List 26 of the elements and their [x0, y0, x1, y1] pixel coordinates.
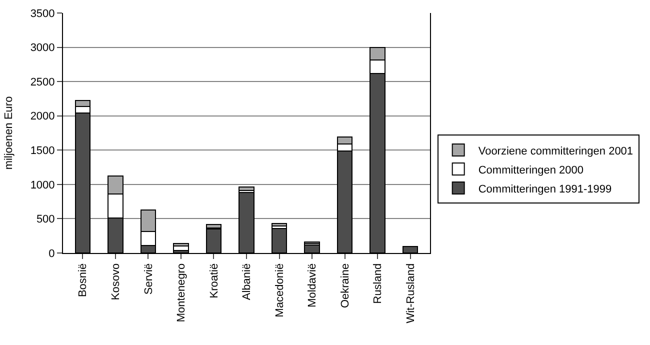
x-tick-label: Wit-Rusland	[404, 263, 417, 324]
x-tick-label: Bosnië	[77, 263, 90, 298]
x-tick-label: Kosovo	[110, 263, 122, 300]
y-tick-label: 0	[48, 248, 55, 260]
legend-label: Committeringen 2000	[478, 164, 584, 176]
x-tick-label: Oekraine	[339, 263, 352, 308]
bar	[173, 242, 189, 247]
y-tick-label: 2000	[30, 110, 55, 123]
x-tick-label: Servië	[142, 263, 155, 295]
x-tick-label: Moldavië	[306, 263, 319, 308]
y-tick-label: 3500	[30, 8, 55, 20]
y-axis-title: miljoenen Euro	[2, 96, 15, 170]
y-tick-label: 2500	[30, 76, 55, 88]
x-tick-label: Kroatië	[208, 263, 220, 298]
legend-label: Voorziene committeringen 2001	[478, 145, 634, 158]
x-tick-label: Rusland	[372, 263, 384, 304]
bar	[238, 186, 254, 191]
y-tick-label: 1000	[30, 179, 55, 192]
y-tick-label: 1500	[30, 144, 55, 157]
x-tick-label: Macedonië	[274, 263, 286, 318]
x-tick-label: Montenegro	[176, 263, 188, 322]
bar	[271, 223, 288, 226]
legend-label: Committeringen 1991-1999	[478, 183, 612, 196]
y-tick-label: 3000	[30, 42, 55, 54]
y-tick-label: 500	[36, 214, 55, 226]
x-tick-label: Albanië	[241, 263, 254, 300]
